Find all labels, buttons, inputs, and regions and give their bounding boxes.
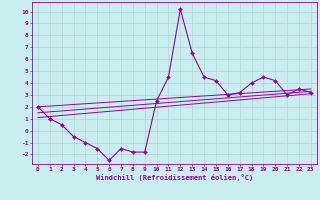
X-axis label: Windchill (Refroidissement éolien,°C): Windchill (Refroidissement éolien,°C) (96, 174, 253, 181)
